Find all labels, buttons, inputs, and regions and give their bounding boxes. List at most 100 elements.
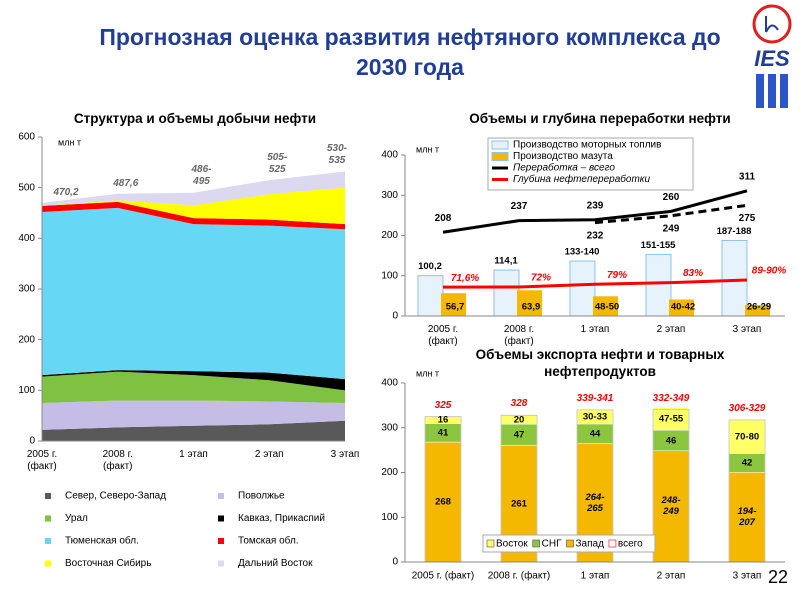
bar-value-label: 114,1 [494, 256, 518, 267]
y-tick-label: 300 [381, 190, 398, 201]
chart-title: Объемы экспорта нефти и товарных нефтепр… [475, 347, 725, 379]
segment-value-label: 47 [513, 429, 525, 441]
segment-value-label: 41 [437, 427, 449, 439]
segment-value-label: 44 [589, 428, 601, 440]
legend-swatch [45, 538, 51, 544]
y-tick-label: 400 [18, 233, 35, 244]
y-tick-label: 400 [381, 150, 398, 161]
bar-value-label: 40-42 [671, 302, 695, 313]
segment-value-label: 268 [435, 496, 451, 508]
bar [517, 290, 542, 316]
y-tick-label: 500 [18, 182, 35, 193]
segment-value-label: 16 [437, 414, 449, 426]
y-tick-label: 0 [392, 311, 398, 322]
logo-glyph [765, 16, 779, 33]
area [42, 400, 345, 430]
logo-bar [756, 74, 764, 108]
bar [745, 304, 770, 316]
legend-label: Урал [65, 513, 88, 524]
area [42, 371, 345, 403]
legend-swatch [532, 539, 540, 548]
bar [593, 296, 618, 316]
x-tick-label: 2008 г. (факт) [503, 324, 535, 347]
legend-swatch [45, 560, 51, 567]
logo: IES [752, 4, 792, 108]
line-value-label: 249 [663, 223, 680, 234]
legend-label: Восточная Сибирь [65, 557, 151, 569]
legend-label: Запад [576, 539, 605, 550]
legend-swatch [218, 493, 224, 499]
legend-swatch [486, 539, 495, 548]
legend-label: Тюменская обл. [65, 535, 139, 547]
segment-value-label: 264-265 [585, 491, 605, 514]
total-value-label: 332-349 [652, 392, 690, 404]
legend-swatch [566, 539, 574, 548]
page-number: 22 [768, 567, 788, 587]
x-tick-label: 3 этап [732, 324, 762, 335]
bar-value-label: 26-29 [747, 302, 771, 313]
chart-title: Структура и объемы добычи нефти [73, 111, 317, 126]
x-tick-label: 2005 г. (факт) [26, 449, 58, 472]
chart-title: Объемы и глубина переработки нефти [469, 111, 731, 126]
line-value-label: 79% [607, 270, 627, 281]
logo-bar [768, 74, 776, 108]
bar-value-label: 100,2 [418, 261, 442, 272]
legend-label: Восток [496, 539, 528, 550]
x-tick-label: 2 этап [656, 324, 686, 335]
legend-label: всего [618, 539, 643, 550]
segment-value-label: 194-207 [737, 506, 757, 529]
legend-label: Глубина нефтепереработки [513, 173, 651, 185]
legend-swatch [491, 140, 509, 150]
area [42, 420, 345, 441]
legend-swatch [608, 539, 617, 548]
x-tick-label: 3 этап [733, 571, 762, 582]
x-tick-label: 3 этап [330, 449, 360, 460]
bar [669, 299, 694, 316]
logo-text: IES [754, 46, 790, 71]
line-value-label: 237 [511, 201, 528, 212]
segment-value-label: 248-249 [661, 495, 681, 518]
dashed-line [594, 203, 748, 225]
y-tick-label: 100 [381, 512, 398, 523]
segment-value-label: 46 [665, 435, 677, 446]
line-value-label: 239 [587, 200, 604, 211]
legend-swatch [218, 560, 224, 567]
x-tick-label: 2008 г. (факт) [102, 449, 133, 472]
bar-value-label: 48-50 [595, 302, 619, 313]
line-value-label: 232 [587, 230, 604, 241]
line [442, 278, 748, 289]
y-tick-label: 100 [381, 270, 398, 281]
legend-label: Север, Северо-Запад [65, 491, 166, 502]
segment-value-label: 30-33 [582, 411, 608, 423]
line-value-label: 83% [683, 268, 703, 279]
segment-value-label: 70-80 [734, 431, 760, 443]
legend-swatch [491, 152, 509, 161]
total-label: 505-525 [267, 152, 288, 176]
line-value-label: 311 [739, 171, 756, 182]
bar-value-label: 56,7 [446, 302, 465, 313]
bar [721, 240, 748, 317]
legend-swatch [45, 515, 51, 522]
segment-value-label: 42 [741, 457, 753, 469]
y-tick-label: 200 [381, 467, 398, 478]
legend-swatch [218, 515, 224, 522]
legend-swatch [45, 493, 51, 499]
legend-label: Переработка – всего [513, 162, 615, 174]
y-tick-label: 200 [18, 334, 35, 345]
logo-bar [780, 74, 788, 108]
unit-label: млн т [58, 137, 81, 147]
area [42, 370, 345, 391]
total-value-label: 339-341 [576, 392, 614, 404]
x-tick-label: 1 этап [581, 571, 610, 582]
legend-label: Производство моторных топлив [513, 140, 661, 151]
bar [441, 293, 466, 316]
legend-label: Дальний Восток [238, 558, 313, 569]
bar-value-label: 133-140 [565, 247, 600, 258]
y-tick-label: 400 [381, 378, 398, 389]
line-value-label: 275 [739, 213, 756, 224]
x-tick-label: 2008 г. (факт) [488, 570, 551, 582]
total-value-label: 328 [510, 398, 528, 410]
x-tick-label: 2005 г. (факт) [412, 570, 475, 582]
